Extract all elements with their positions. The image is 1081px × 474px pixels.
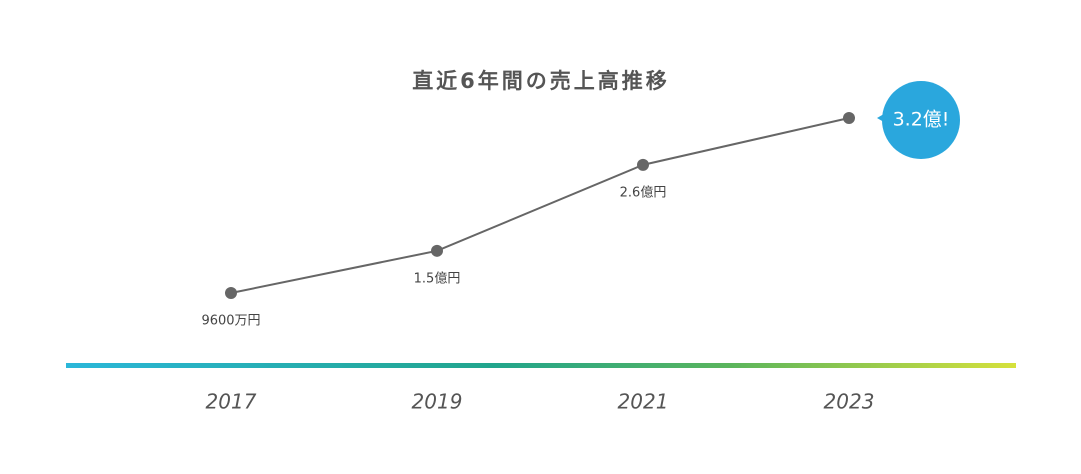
timeline-bar <box>66 363 1016 368</box>
value-label: 2.6億円 <box>620 184 667 200</box>
point <box>843 112 855 124</box>
x-tick-label: 2019 <box>412 390 463 414</box>
callout-bubble <box>882 81 960 159</box>
x-tick-label: 2023 <box>824 390 875 414</box>
chart-title: 直近6年間の売上高推移 <box>412 69 670 93</box>
x-tick-label: 2021 <box>618 390 669 414</box>
point <box>637 158 649 171</box>
value-label: 1.5億円 <box>414 270 461 286</box>
x-tick-label: 2017 <box>206 390 257 414</box>
value-label: 9600万円 <box>201 314 260 329</box>
point <box>431 244 443 257</box>
point <box>225 287 237 299</box>
value-label: 3.2億! <box>893 109 950 131</box>
line <box>230 117 850 294</box>
